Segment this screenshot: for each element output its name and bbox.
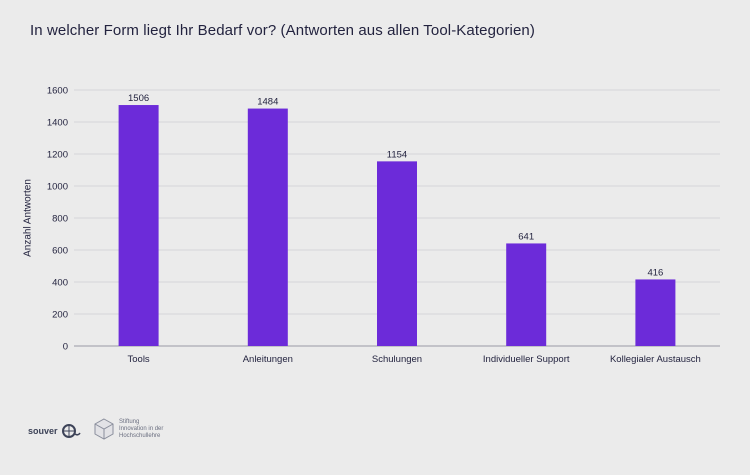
y-tick-label: 0 [63,342,68,353]
y-tick-label: 1000 [47,182,68,193]
cube-icon [94,418,114,440]
stiftung-logo-text: Stiftung Innovation in der Hochschullehr… [119,419,179,440]
stiftung-line-2: Innovation in der [119,425,164,432]
y-tick-label: 1600 [47,86,68,97]
bar-value-label: 1484 [257,97,278,108]
x-tick-label: Kollegialer Austausch [610,354,701,365]
y-tick-label: 400 [52,278,68,289]
stiftung-line-1: Stiftung [119,418,140,425]
souver-logo: souver [28,422,81,440]
stiftung-line-3: Hochschullehre [119,432,161,439]
x-tick-label: Tools [128,354,150,365]
y-tick-label: 1200 [47,150,68,161]
bar-value-label: 641 [518,231,534,242]
x-tick-label: Schulungen [372,354,422,365]
y-tick-label: 1400 [47,118,68,129]
x-tick-label: Individueller Support [483,354,570,365]
y-tick-label: 800 [52,214,68,225]
y-tick-label: 600 [52,246,68,257]
souver-logo-icon [61,424,81,438]
bar [377,161,417,346]
chart-title: In welcher Form liegt Ihr Bedarf vor? (A… [30,22,535,39]
bar-value-label: 416 [647,267,663,278]
bar-value-label: 1506 [128,93,149,104]
bar [635,279,676,346]
bar [118,105,159,346]
stiftung-logo: Stiftung Innovation in der Hochschullehr… [94,418,179,440]
y-tick-label: 200 [52,310,68,321]
bar-value-label: 1154 [387,149,407,160]
souver-logo-text: souver [28,426,58,436]
bar [247,108,288,346]
x-tick-label: Anleitungen [243,354,293,365]
bar [506,243,547,346]
